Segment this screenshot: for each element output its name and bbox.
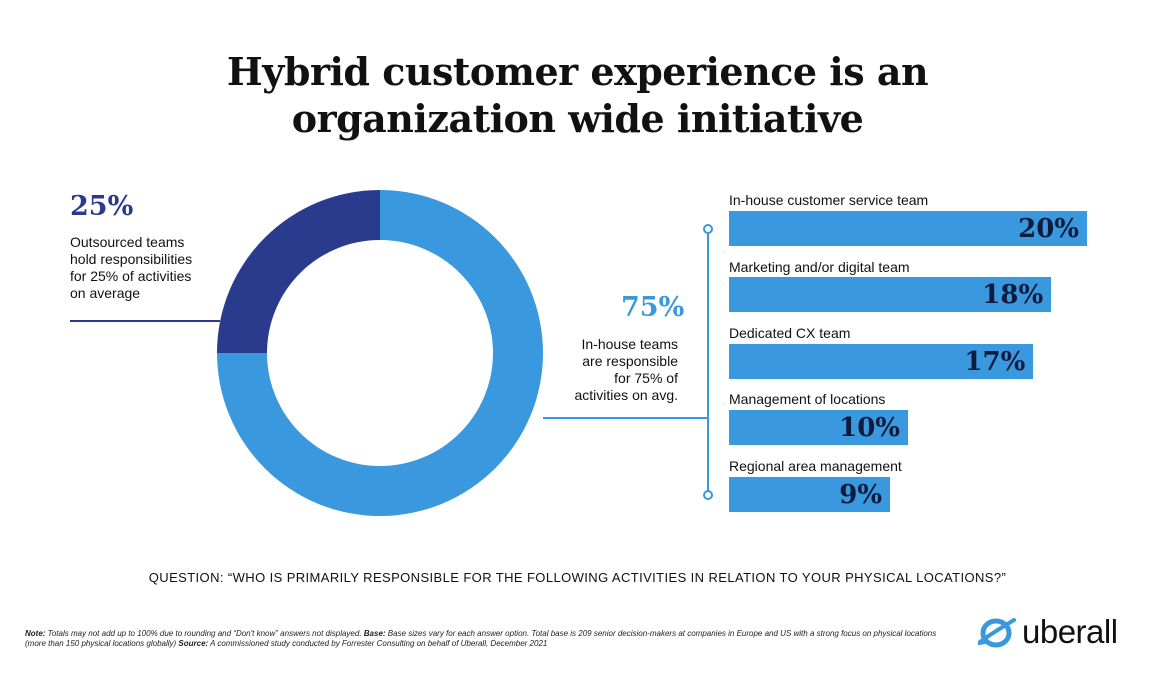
bar-category-label: Marketing and/or digital team [729, 259, 910, 275]
chart-title: Hybrid customer experience is an organiz… [0, 48, 1155, 142]
base-label: Base: [363, 629, 386, 638]
inhouse-desc-line: activities on avg. [574, 387, 679, 403]
bar: 20% [729, 211, 1087, 246]
bar-value-label: 18% [982, 280, 1044, 310]
bar-value-label: 10% [839, 413, 900, 443]
outsourced-desc-line: hold responsibilities [70, 251, 193, 267]
inhouse-desc-line: for 75% of [614, 370, 678, 386]
chart-title-line-1: Hybrid customer experience is an [226, 49, 929, 94]
inhouse-desc-line: are responsible [582, 353, 678, 369]
donut-slice-outsourced [217, 190, 380, 353]
outsourced-desc-line: for 25% of activities [70, 268, 192, 284]
bar-category-label: Dedicated CX team [729, 325, 851, 341]
bar: 9% [729, 477, 891, 512]
bar-value-label: 20% [1018, 214, 1079, 244]
bar: 10% [729, 410, 908, 445]
inhouse-pct-label: 75% [621, 292, 685, 323]
bar: 17% [729, 344, 1034, 379]
logo-text: uberall [1022, 613, 1118, 650]
source-label: Source: [178, 639, 209, 648]
footnote: Note: Totals may not add up to 100% due … [25, 629, 955, 649]
outsourced-description: Outsourced teams hold responsibilities f… [70, 234, 192, 302]
chart-title-line-2: organization wide initiative [291, 96, 864, 141]
bar-category-label: In-house customer service team [729, 192, 929, 208]
note-label: Note: [25, 629, 46, 638]
outsourced-desc-line: Outsourced teams [70, 234, 185, 250]
source-text: A commissioned study conducted by Forres… [208, 639, 548, 648]
inhouse-description: In-house teams are responsible for 75% o… [540, 336, 679, 404]
base-text: Base sizes vary for each answer option. … [25, 629, 937, 648]
bar-value-label: 17% [964, 347, 1026, 377]
bar-value-label: 9% [839, 480, 883, 510]
note-text: Totals may not add up to 100% due to rou… [45, 629, 364, 638]
bracket-bottom-dot [703, 490, 713, 500]
bar-category-label: Management of locations [729, 391, 886, 407]
inhouse-desc-line: In-house teams [581, 336, 679, 352]
survey-question: QUESTION: “WHO IS PRIMARILY RESPONSIBLE … [148, 570, 1007, 585]
bracket-top-dot [703, 224, 713, 234]
uberall-logo-icon [978, 618, 1016, 648]
uberall-logo: uberall [978, 612, 1118, 652]
bar-category-label: Regional area management [729, 458, 902, 474]
outsourced-desc-line: on average [70, 285, 141, 301]
outsourced-pct-label: 25% [70, 191, 134, 222]
donut-slice-inhouse [217, 190, 543, 516]
bar: 18% [729, 277, 1052, 312]
